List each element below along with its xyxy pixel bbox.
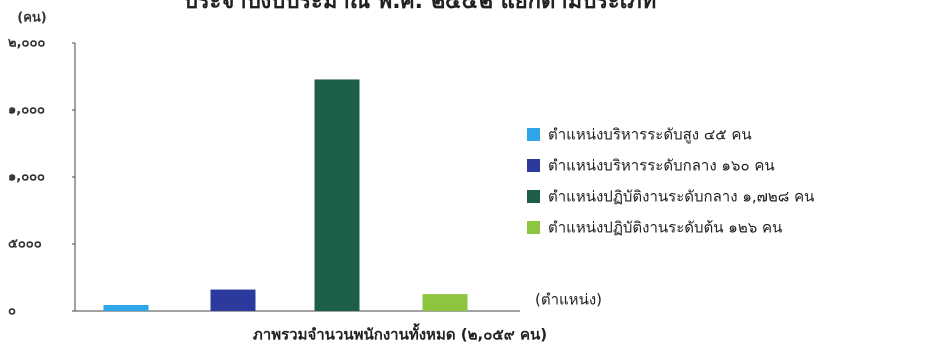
- x-axis-label: (ตำแหน่ง): [535, 291, 602, 309]
- bar: [422, 294, 468, 311]
- y-tick-label: ๕๐๐๐: [8, 237, 42, 252]
- legend-swatch: [527, 159, 540, 172]
- y-tick-label: ๑,๐๐๐: [8, 170, 45, 185]
- chart-title: ประจำปีงบประมาณ พ.ศ. ๒๕๕๒ แยกตามประเภท: [184, 0, 657, 14]
- legend-label: ตำแหน่งบริหารระดับกลาง ๑๖๐ คน: [548, 157, 775, 175]
- bar: [210, 289, 256, 311]
- y-tick-label: ๒,๐๐๐: [8, 36, 45, 51]
- y-tick-label: ๑,๐๐๐: [8, 103, 45, 118]
- legend-swatch: [527, 221, 540, 234]
- footer: ภาพรวมจำนวนพนักงานทั้งหมด (๒,๐๕๙ คน): [253, 323, 547, 344]
- bar: [314, 79, 360, 311]
- legend-swatch: [527, 190, 540, 203]
- legend-label: ตำแหน่งบริหารระดับสูง ๔๕ คน: [548, 126, 752, 144]
- legend-label: ตำแหน่งปฏิบัติงานระดับกลาง ๑,๗๒๘ คน: [548, 188, 814, 206]
- y-tick-label: ๐: [8, 304, 16, 319]
- y-axis-label: (คน): [17, 11, 46, 26]
- bar: [103, 304, 149, 311]
- legend-label: ตำแหน่งปฏิบัติงานระดับต้น ๑๒๖ คน: [548, 219, 782, 237]
- legend-swatch: [527, 128, 540, 141]
